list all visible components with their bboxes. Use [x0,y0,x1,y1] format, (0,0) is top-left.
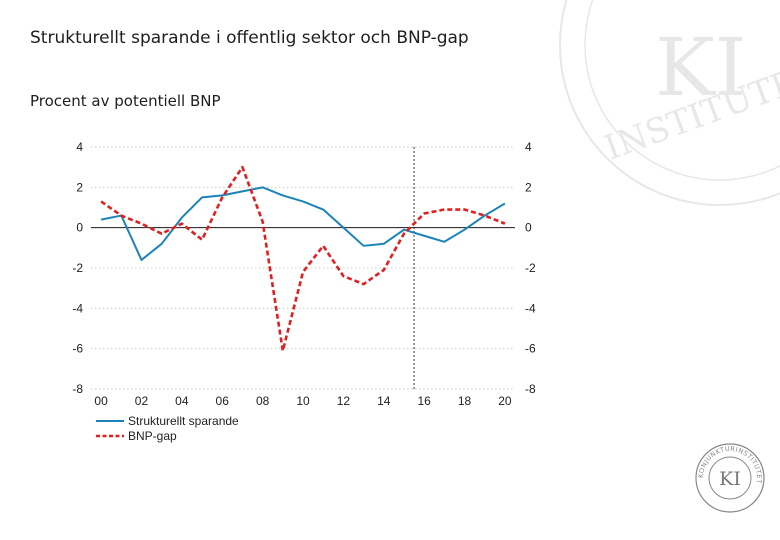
y-tick-label-right: -2 [525,261,536,275]
y-tick-label-left: -6 [72,342,83,356]
series-points [101,167,505,351]
legend-label-bnp-gap: BNP-gap [128,429,177,443]
y-tick-label-left: -8 [72,382,83,396]
x-tick-label: 18 [458,394,472,408]
y-tick-label-right: -4 [525,301,536,315]
left-axis-tick-labels: 4 2 0 -2 -4 -6 -8 [72,140,83,396]
x-tick-label: 10 [296,394,310,408]
y-tick-label-right: 0 [525,221,532,235]
x-tick-label: 06 [216,394,230,408]
watermark-mark: KI [655,21,746,114]
y-tick-label-left: -2 [72,261,83,275]
series-line-strukturellt-sparande [100,186,506,261]
x-tick-label: 00 [94,394,108,408]
series-line-bnp-gap [100,165,506,352]
legend: Strukturellt sparande BNP-gap [96,414,239,443]
logo-mark: KI [719,468,741,490]
gridlines [91,146,515,390]
x-tick-label: 20 [498,394,512,408]
y-tick-label-right: -6 [525,342,536,356]
y-tick-label-left: 0 [76,221,83,235]
x-axis-tick-labels: 00 02 04 06 08 10 12 14 16 18 20 [94,394,511,408]
y-tick-label-left: 2 [76,180,83,194]
y-tick-label-left: 4 [76,140,83,154]
x-tick-label: 16 [417,394,431,408]
x-tick-label: 14 [377,394,391,408]
right-axis-tick-labels: 4 2 0 -2 -4 -6 -8 [525,140,536,396]
x-tick-label: 12 [337,394,351,408]
chart-title: Strukturellt sparande i offentlig sektor… [30,28,469,48]
watermark-seal-icon: INSTITUTET KI [559,0,780,206]
y-tick-label-right: 2 [525,180,532,194]
y-tick-label-right: 4 [525,140,532,154]
x-tick-label: 08 [256,394,270,408]
legend-label-strukturellt-sparande: Strukturellt sparande [128,414,239,428]
x-tick-label: 02 [135,394,149,408]
ki-logo-icon: KONJUNKTURINSTITUTET KI [695,443,765,513]
y-tick-label-right: -8 [525,382,536,396]
y-tick-label-left: -4 [72,301,83,315]
chart-subtitle: Procent av potentiell BNP [30,92,221,110]
x-tick-label: 04 [175,394,189,408]
